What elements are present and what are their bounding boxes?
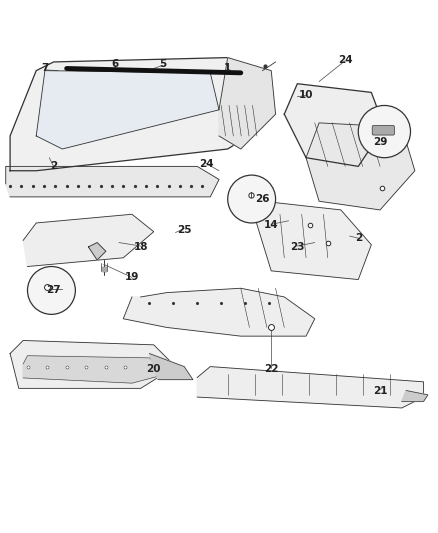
Circle shape xyxy=(28,266,75,314)
Circle shape xyxy=(228,175,276,223)
Polygon shape xyxy=(23,214,154,266)
Polygon shape xyxy=(123,288,315,336)
Polygon shape xyxy=(219,58,276,149)
Text: 26: 26 xyxy=(255,194,270,204)
Text: 21: 21 xyxy=(373,385,387,395)
Text: 1: 1 xyxy=(224,63,231,74)
Text: 14: 14 xyxy=(264,220,279,230)
Polygon shape xyxy=(402,391,428,401)
Text: 29: 29 xyxy=(373,138,387,148)
Text: 22: 22 xyxy=(264,364,279,374)
Text: 27: 27 xyxy=(46,286,61,295)
Text: 10: 10 xyxy=(299,90,313,100)
Text: 23: 23 xyxy=(290,242,304,252)
Polygon shape xyxy=(36,71,219,149)
Polygon shape xyxy=(10,341,176,389)
Text: 19: 19 xyxy=(125,272,139,282)
Polygon shape xyxy=(197,367,424,408)
Circle shape xyxy=(358,106,410,158)
Text: 20: 20 xyxy=(146,364,161,374)
Text: 2: 2 xyxy=(50,161,57,172)
Text: 5: 5 xyxy=(159,59,166,69)
Text: 18: 18 xyxy=(134,242,148,252)
Text: 24: 24 xyxy=(198,159,213,169)
Text: 24: 24 xyxy=(338,55,353,65)
Polygon shape xyxy=(306,123,415,210)
Polygon shape xyxy=(88,243,106,260)
Polygon shape xyxy=(10,58,271,171)
Text: 25: 25 xyxy=(177,224,191,235)
Polygon shape xyxy=(6,166,219,197)
Text: 7: 7 xyxy=(41,63,49,74)
Polygon shape xyxy=(284,84,385,166)
Text: 6: 6 xyxy=(111,59,118,69)
Polygon shape xyxy=(23,356,167,383)
Polygon shape xyxy=(149,353,193,379)
Text: 2: 2 xyxy=(355,233,362,243)
FancyBboxPatch shape xyxy=(372,125,394,135)
Polygon shape xyxy=(254,201,371,279)
